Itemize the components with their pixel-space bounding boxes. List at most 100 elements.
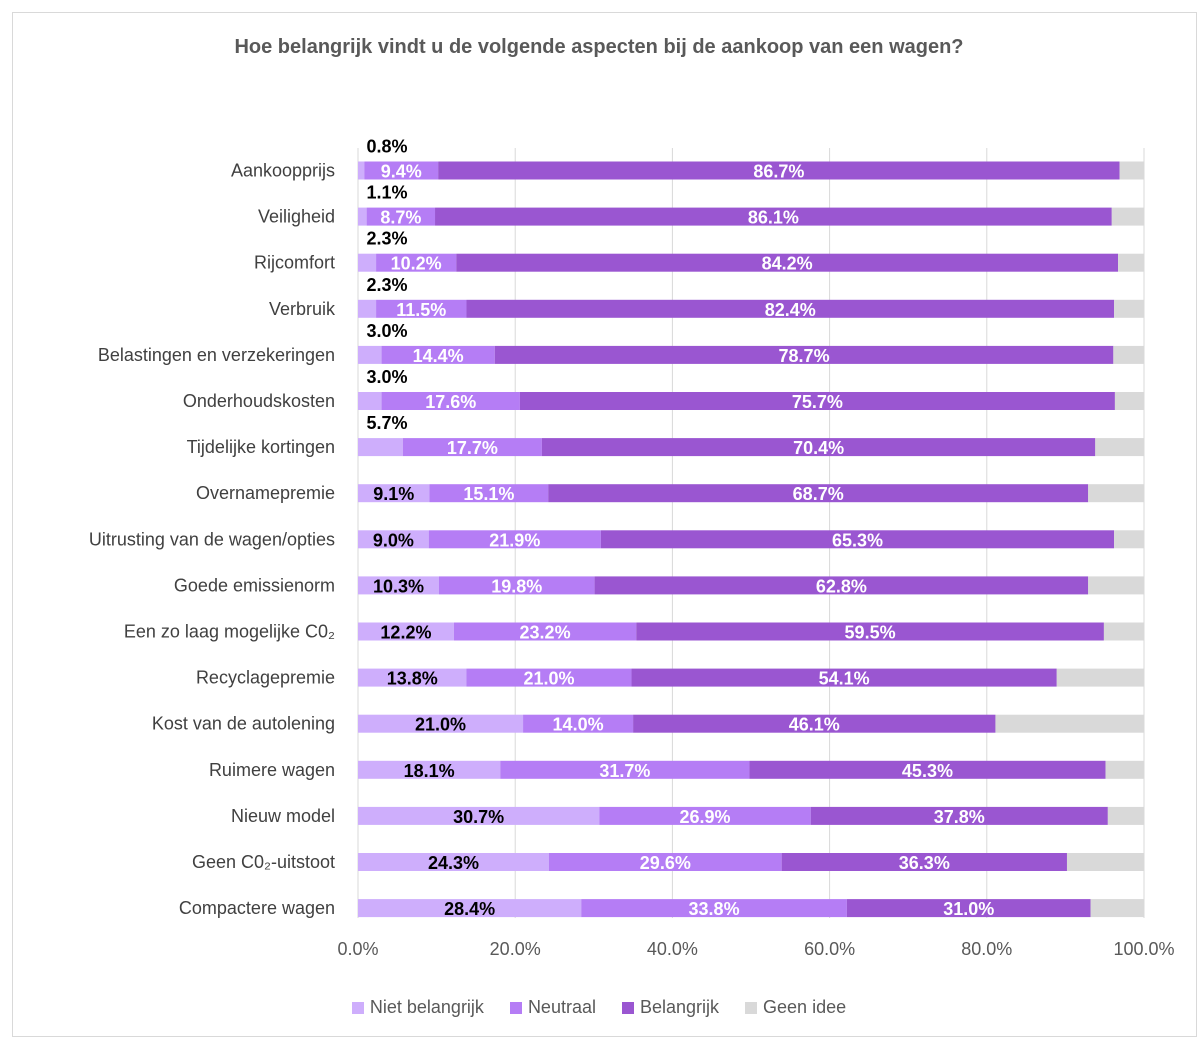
data-label: 15.1% (463, 484, 514, 504)
data-label: 21.0% (415, 715, 466, 735)
data-label: 13.8% (387, 669, 438, 689)
bar-segment (456, 253, 1119, 272)
data-label: 10.3% (373, 576, 424, 596)
y-category-label: Verbruik (269, 299, 336, 319)
bar-segment (358, 253, 377, 272)
y-category-label: Aankoopprijs (231, 161, 335, 181)
x-tick-label: 20.0% (490, 939, 541, 959)
y-category-label: Kost van de autolening (152, 714, 335, 734)
legend-item-belangrijk: Belangrijk (621, 997, 720, 1018)
data-label: 54.1% (819, 669, 870, 689)
bar-segment (1088, 484, 1144, 503)
bar-segment (631, 668, 1057, 687)
bar-segment (541, 438, 1096, 457)
data-label: 3.0% (366, 321, 407, 341)
bar-segment (1095, 438, 1144, 457)
data-label: 33.8% (689, 899, 740, 919)
data-label: 1.1% (366, 183, 407, 203)
data-label: 9.0% (373, 530, 414, 550)
y-category-label: Een zo laag mogelijke C0₂ (124, 622, 335, 642)
chart-legend: Niet belangrijk Neutraal Belangrijk Geen… (0, 997, 1198, 1018)
bar-segment (494, 345, 1114, 364)
bar-segment (358, 899, 582, 918)
bar-segment (358, 806, 600, 825)
data-label: 8.7% (380, 208, 421, 228)
bar-segment (500, 760, 750, 779)
data-label: 5.7% (366, 413, 407, 433)
bar-segment (1113, 345, 1144, 364)
bar-segment (438, 576, 595, 595)
bar-segment (358, 714, 524, 733)
bar-segment (376, 299, 467, 318)
bar-segment (1066, 853, 1144, 871)
bar-segment (358, 345, 382, 364)
bar-segment (548, 853, 782, 871)
bar-segment (381, 392, 520, 410)
data-label: 59.5% (845, 623, 896, 643)
bar-segment (599, 806, 811, 825)
data-label: 14.4% (413, 346, 464, 366)
bar-segment (548, 484, 1089, 503)
data-label: 12.2% (380, 623, 431, 643)
bar-segment (1103, 622, 1144, 641)
data-label: 45.3% (902, 761, 953, 781)
bar-segment (466, 668, 632, 687)
data-label: 24.3% (428, 853, 479, 873)
data-label: 46.1% (789, 715, 840, 735)
data-label: 14.0% (553, 715, 604, 735)
data-label: 10.2% (391, 254, 442, 274)
bar-segment (1107, 806, 1144, 825)
data-label: 28.4% (444, 899, 495, 919)
bar-segment (358, 299, 377, 318)
y-category-label: Goede emissienorm (174, 575, 335, 595)
data-label: 2.3% (366, 275, 407, 295)
bar-segment (376, 253, 457, 272)
bar-segment (1118, 253, 1144, 272)
legend-label: Belangrijk (639, 997, 720, 1017)
x-tick-label: 60.0% (804, 939, 855, 959)
bar-segment (381, 345, 495, 364)
data-label: 31.7% (599, 761, 650, 781)
legend-item-neutraal: Neutraal (509, 997, 596, 1018)
bar-segment (594, 576, 1089, 595)
data-label: 86.7% (753, 162, 804, 182)
data-label: 3.0% (366, 367, 407, 387)
y-category-label: Recyclagepremie (196, 668, 335, 688)
legend-item-niet-belangrijk: Niet belangrijk (351, 997, 484, 1018)
bar-segment (1105, 760, 1144, 779)
data-label: 78.7% (779, 346, 830, 366)
data-label: 36.3% (899, 853, 950, 873)
bar-segment (810, 806, 1108, 825)
bar-segment (358, 161, 365, 180)
bar-segment (1056, 668, 1144, 687)
legend-label: Niet belangrijk (369, 997, 484, 1017)
y-category-label: Veiligheid (258, 207, 335, 227)
y-category-label: Rijcomfort (254, 253, 335, 273)
data-label: 21.9% (489, 530, 540, 550)
legend-swatch (621, 1001, 634, 1014)
legend-swatch (351, 1001, 364, 1014)
data-label: 17.7% (447, 438, 498, 458)
legend-swatch (745, 1001, 758, 1014)
data-label: 37.8% (934, 807, 985, 827)
data-label: 68.7% (793, 484, 844, 504)
data-label: 29.6% (640, 853, 691, 873)
bar-segment (429, 484, 549, 503)
y-category-label: Uitrusting van de wagen/opties (89, 529, 335, 549)
bar-segment (358, 207, 367, 226)
data-label: 0.8% (366, 137, 407, 157)
legend-label: Geen idee (763, 997, 847, 1017)
bar-segment (358, 853, 549, 871)
y-category-label: Tijdelijke kortingen (187, 437, 335, 457)
legend-swatch (509, 1001, 522, 1014)
bar-segment (781, 853, 1067, 871)
y-category-label: Overnamepremie (196, 483, 335, 503)
bar-segment (636, 622, 1104, 641)
data-label: 30.7% (453, 807, 504, 827)
bar-segment (846, 899, 1091, 918)
bar-segment (358, 760, 501, 779)
data-label: 9.4% (381, 162, 422, 182)
data-label: 26.9% (679, 807, 730, 827)
x-tick-label: 80.0% (961, 939, 1012, 959)
bar-segment (358, 622, 454, 641)
